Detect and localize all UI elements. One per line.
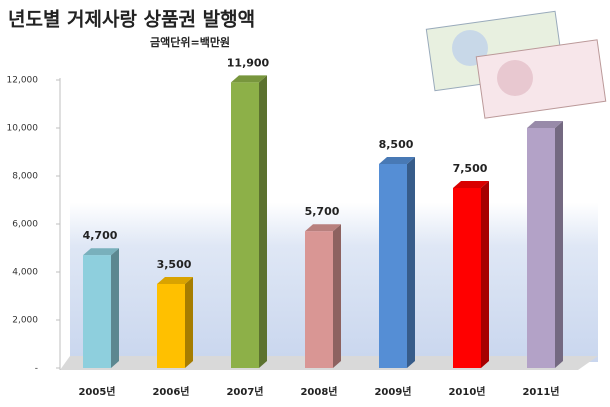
bar bbox=[157, 284, 185, 368]
bar-side bbox=[333, 224, 341, 368]
y-tick-label: 10,000 bbox=[7, 124, 39, 134]
bar-top bbox=[305, 224, 341, 232]
bar bbox=[527, 128, 555, 368]
bar bbox=[379, 164, 407, 368]
x-tick-label: 2006년 bbox=[152, 385, 189, 398]
bar-top bbox=[83, 248, 119, 256]
value-label: 7,500 bbox=[453, 162, 488, 175]
bar-top bbox=[231, 75, 267, 83]
bar-side bbox=[111, 248, 119, 368]
y-tick-label: 8,000 bbox=[12, 172, 38, 182]
x-tick-label: 2009년 bbox=[374, 385, 411, 398]
y-tick-label: 2,000 bbox=[12, 316, 38, 326]
bar bbox=[231, 82, 259, 369]
bar-side bbox=[555, 121, 563, 368]
bar-side bbox=[481, 181, 489, 368]
x-tick-label: 2007년 bbox=[226, 385, 263, 398]
y-tick-label: 12,000 bbox=[7, 76, 39, 86]
bar-top bbox=[453, 181, 489, 188]
value-label: 4,700 bbox=[83, 229, 118, 242]
value-label: 3,500 bbox=[157, 258, 192, 271]
voucher bbox=[475, 39, 607, 119]
bar-top bbox=[379, 157, 415, 164]
voucher-image bbox=[425, 10, 607, 119]
x-tick-label: 2010년 bbox=[448, 385, 485, 398]
value-label: 8,500 bbox=[379, 138, 414, 151]
y-tick-label: 6,000 bbox=[12, 220, 38, 230]
bar bbox=[453, 188, 481, 368]
bar-top bbox=[157, 277, 193, 284]
chart-subtitle: 금액단위=백만원 bbox=[150, 35, 230, 49]
bar-top bbox=[527, 121, 563, 128]
bar-side bbox=[185, 277, 193, 368]
x-tick-label: 2005년 bbox=[78, 385, 115, 398]
bar bbox=[305, 231, 333, 368]
bar bbox=[83, 255, 111, 368]
voucher-seal bbox=[497, 60, 533, 96]
y-tick-label: - bbox=[35, 364, 38, 374]
bar-side bbox=[259, 75, 267, 369]
y-tick-label: 4,000 bbox=[12, 268, 38, 278]
value-label: 5,700 bbox=[305, 205, 340, 218]
bar-side bbox=[407, 157, 415, 368]
x-tick-label: 2011년 bbox=[522, 385, 559, 398]
value-label: 11,900 bbox=[227, 56, 270, 69]
chart-title: 년도별 거제사랑 상품권 발행액 bbox=[8, 9, 255, 31]
x-tick-label: 2008년 bbox=[300, 385, 337, 398]
